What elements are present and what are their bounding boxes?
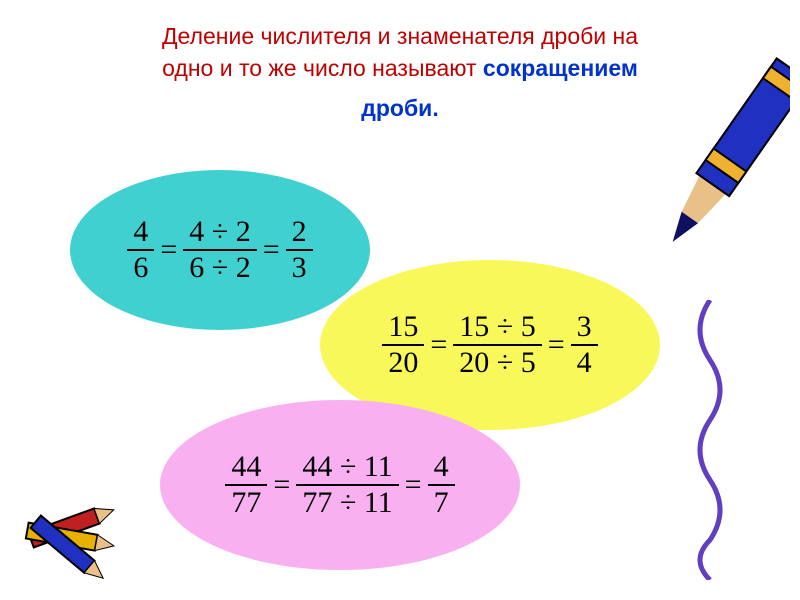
ellipse-cyan: 4 6 = 4 ÷ 2 6 ÷ 2 = 2 3 [70, 170, 370, 330]
title-line3: дроби. [60, 92, 740, 124]
title-line2a: одно и то же число называют [162, 55, 483, 81]
formula-1: 4 6 = 4 ÷ 2 6 ÷ 2 = 2 3 [127, 217, 312, 283]
fraction: 3 4 [571, 312, 598, 378]
formula-2: 15 20 = 15 ÷ 5 20 ÷ 5 = 3 4 [382, 312, 597, 378]
fraction: 44 ÷ 11 77 ÷ 11 [296, 452, 398, 518]
squiggle-icon [680, 300, 740, 580]
fraction: 4 ÷ 2 6 ÷ 2 [183, 217, 256, 283]
fraction: 4 7 [428, 452, 455, 518]
fraction: 44 77 [225, 452, 267, 518]
crayons-icon [10, 470, 130, 590]
crayon-icon [670, 30, 790, 290]
title-line1: Деление числителя и знаменателя дроби на [162, 23, 638, 49]
ellipse-pink: 44 77 = 44 ÷ 11 77 ÷ 11 = 4 7 [160, 400, 520, 570]
fraction: 15 ÷ 5 20 ÷ 5 [453, 312, 541, 378]
equals-sign: = [160, 233, 177, 267]
equals-sign: = [273, 468, 290, 502]
fraction: 4 6 [127, 217, 154, 283]
equals-sign: = [263, 233, 280, 267]
fraction: 2 3 [286, 217, 313, 283]
equals-sign: = [430, 328, 447, 362]
equals-sign: = [405, 468, 422, 502]
fraction: 15 20 [382, 312, 424, 378]
title-highlight: сокращением [483, 55, 638, 81]
formula-3: 44 77 = 44 ÷ 11 77 ÷ 11 = 4 7 [225, 452, 454, 518]
equals-sign: = [548, 328, 565, 362]
